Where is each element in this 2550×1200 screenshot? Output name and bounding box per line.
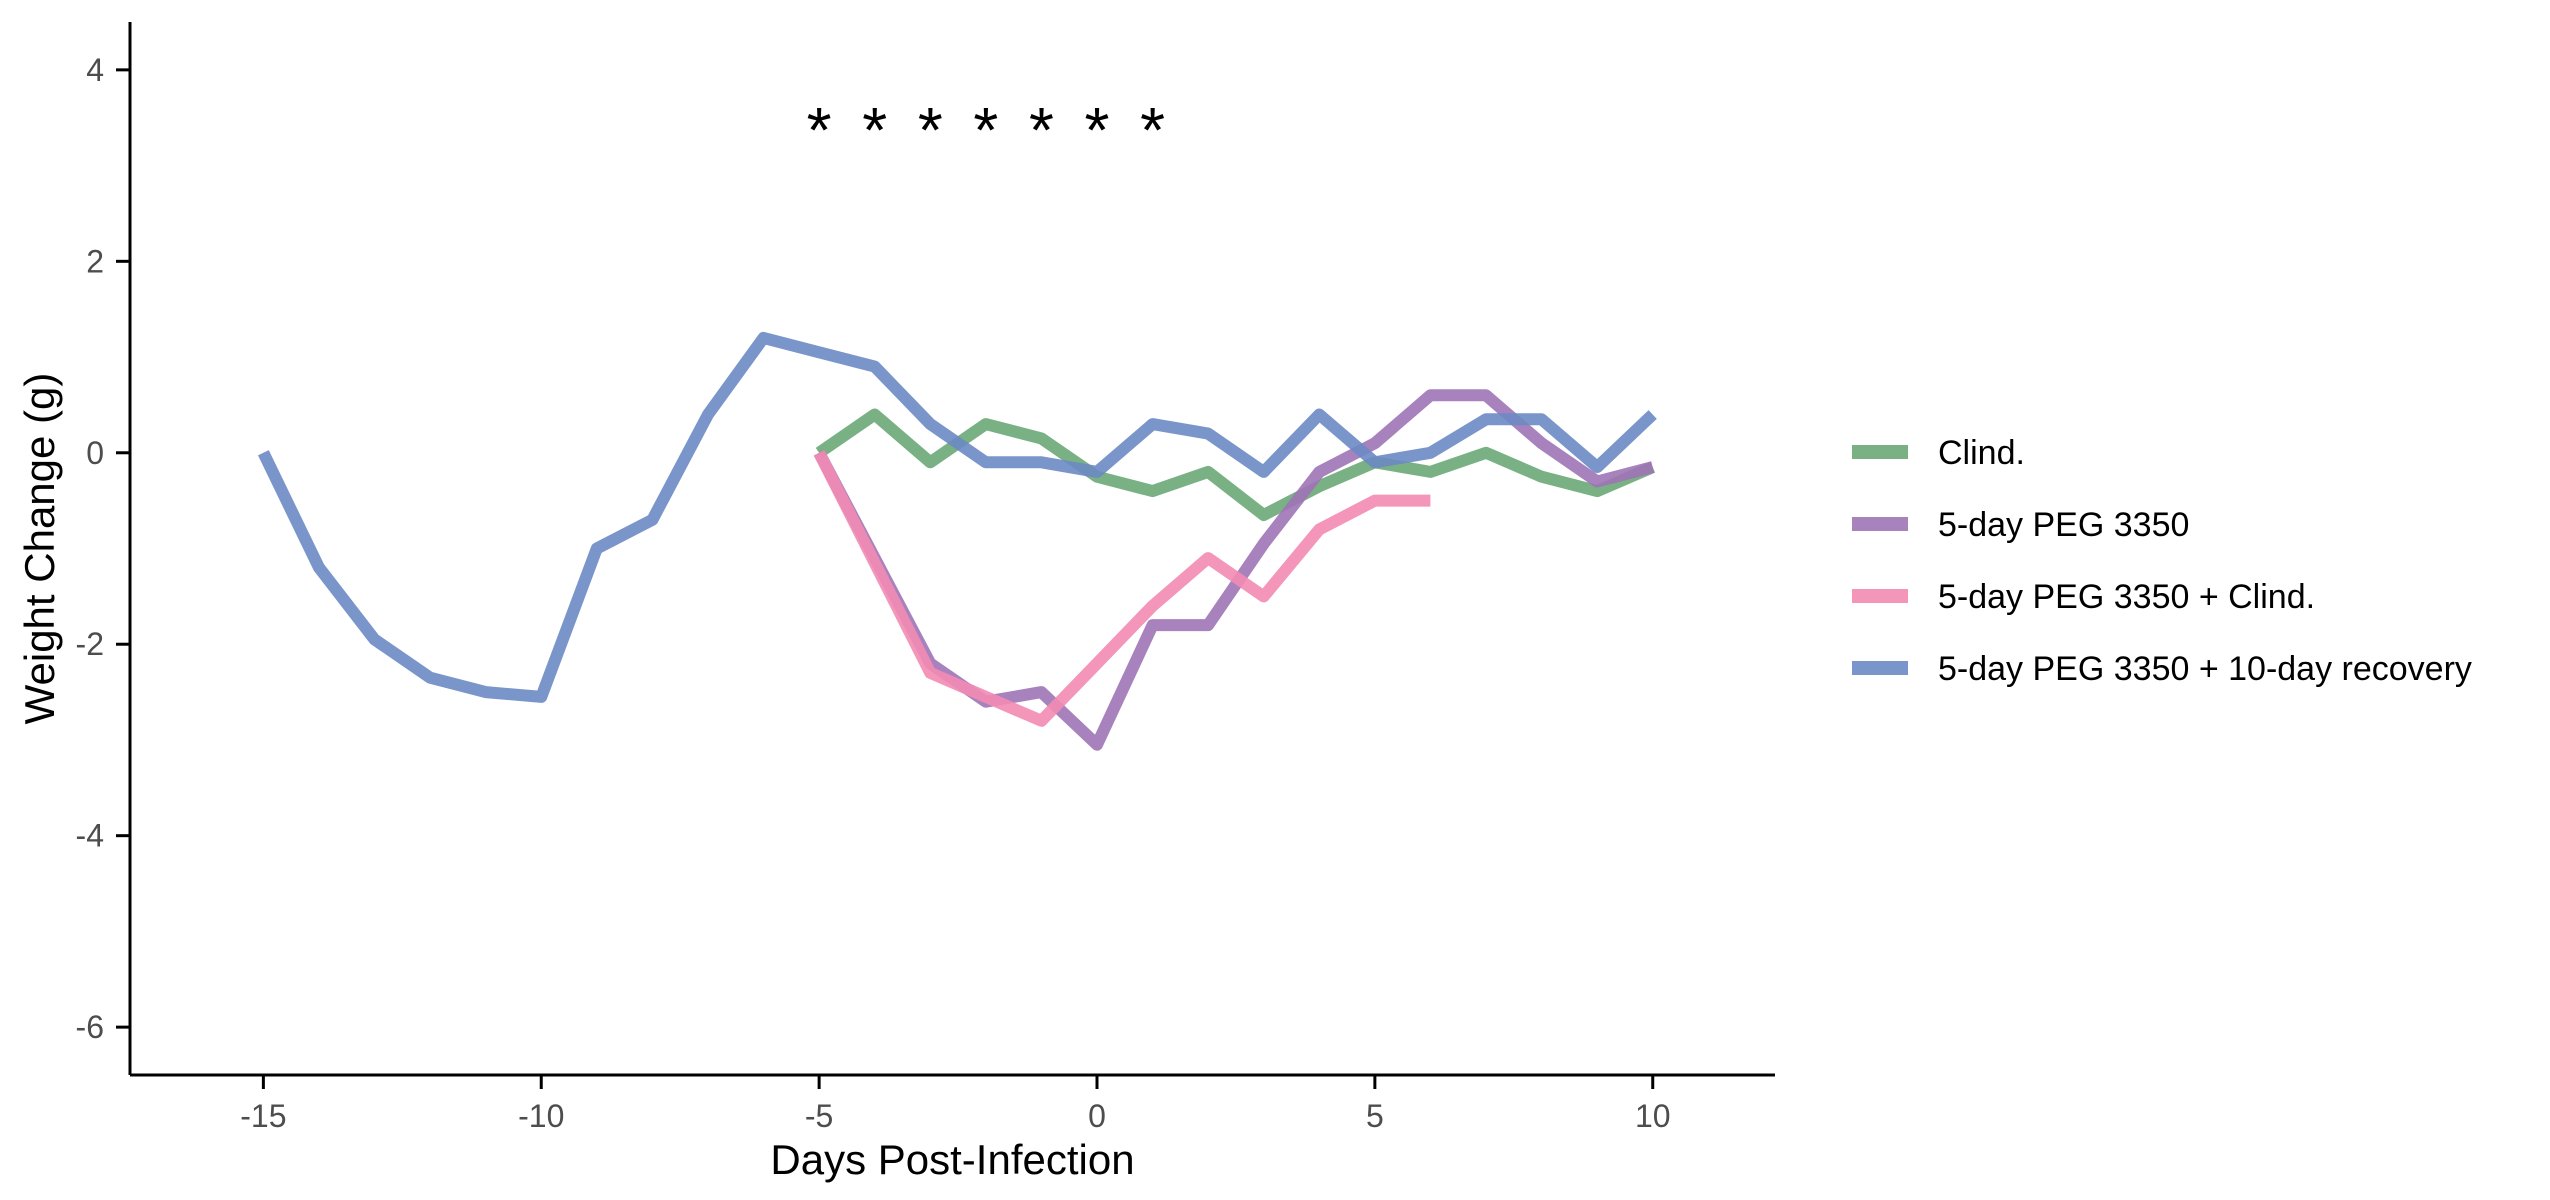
significance-star: * <box>862 94 887 166</box>
series-line-4 <box>257 331 1657 703</box>
legend-label-3: 5-day PEG 3350 + Clind. <box>1938 578 2315 616</box>
legend-label-4: 5-day PEG 3350 + 10-day recovery <box>1938 650 2472 688</box>
series-line-3 <box>813 450 1431 727</box>
legend: Clind. 5-day PEG 3350 5-day PEG 3350 + Cli… <box>1852 434 2472 688</box>
significance-star: * <box>807 94 832 166</box>
y-tick-label: 4 <box>86 52 104 88</box>
x-axis-title: Days Post-Infection <box>770 1136 1134 1183</box>
y-tick-label: -2 <box>76 626 104 662</box>
x-tick-label: 10 <box>1635 1098 1671 1134</box>
x-tick-label: -5 <box>805 1098 833 1134</box>
y-tick-label: -6 <box>76 1009 104 1045</box>
significance-annotations: * * * * * * * <box>807 94 1165 166</box>
significance-star: * <box>1140 94 1165 166</box>
legend-label-2: 5-day PEG 3350 <box>1938 506 2189 544</box>
significance-star: * <box>1085 94 1110 166</box>
y-tick-label: 0 <box>86 435 104 471</box>
x-tick-label: -10 <box>518 1098 564 1134</box>
x-tick-label: 5 <box>1366 1098 1384 1134</box>
significance-star: * <box>1029 94 1054 166</box>
plot-area <box>257 331 1657 751</box>
significance-star: * <box>973 94 998 166</box>
y-axis: 4 2 0 -2 -4 -6 <box>76 22 132 1075</box>
legend-label-1: Clind. <box>1938 434 2025 472</box>
x-axis: -15 -10 -5 0 5 10 <box>130 1073 1775 1134</box>
y-tick-label: -4 <box>76 818 104 854</box>
x-tick-label: -15 <box>240 1098 286 1134</box>
y-axis-title: Weight Change (g) <box>16 373 63 725</box>
y-tick-label: 2 <box>86 243 104 279</box>
x-tick-label: 0 <box>1088 1098 1106 1134</box>
significance-star: * <box>918 94 943 166</box>
